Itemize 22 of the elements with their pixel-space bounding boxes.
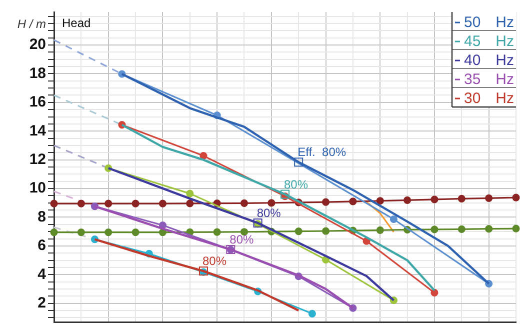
y-axis-title: H / m: [17, 17, 46, 31]
legend-label: 40 Hz: [464, 52, 514, 69]
annotation: 80%: [256, 206, 282, 220]
y-tick-label: 4: [38, 266, 47, 283]
y-tick-label: 6: [38, 237, 46, 254]
y-tick-label: 10: [29, 180, 46, 197]
legend-label: 35 Hz: [464, 71, 514, 88]
annotation: 80%: [284, 177, 308, 192]
annotation: Eff. 80%: [298, 145, 346, 160]
y-tick-label: 12: [29, 150, 46, 168]
annotation: 80%: [202, 254, 227, 268]
legend-label: 30 Hz: [464, 90, 514, 107]
y-tick-label: 16: [29, 94, 46, 111]
legend-label: 45 Hz: [464, 33, 514, 50]
annotation: 80%: [230, 232, 254, 247]
y-tick-label: 20: [29, 36, 46, 54]
y-tick-label: 18: [29, 64, 46, 82]
y-tick-label: 14: [29, 122, 47, 140]
y-tick-label: 8: [38, 208, 46, 226]
chart-title: Head: [62, 16, 91, 30]
y-tick-label: 2: [38, 294, 46, 312]
legend-label: 50 Hz: [464, 14, 514, 31]
